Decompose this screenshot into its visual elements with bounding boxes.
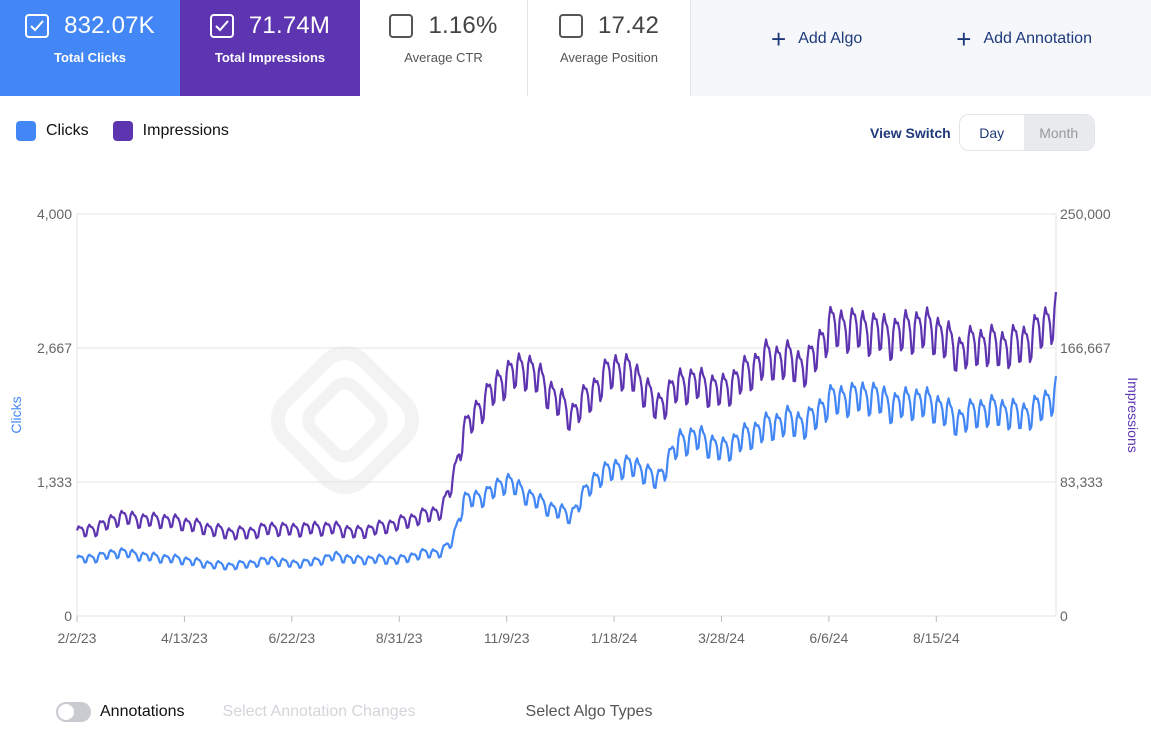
x-tick-label: 3/28/24: [698, 630, 745, 646]
right-tick-label: 0: [1060, 608, 1068, 624]
annotations-toggle[interactable]: [56, 702, 91, 722]
watermark-logo: [270, 345, 420, 495]
add-algo-label: Add Algo: [798, 30, 863, 47]
x-tick-label: 6/6/24: [809, 630, 848, 646]
left-tick-label: 4,000: [37, 206, 72, 222]
legend-label-impressions: Impressions: [142, 122, 229, 139]
checkbox-unchecked-icon[interactable]: [558, 14, 583, 38]
right-axis-title: Impressions: [1125, 377, 1141, 452]
add-annotation-button[interactable]: + Add Annotation: [956, 24, 1092, 54]
right-axis: 250,000 166,667 83,333 0: [1060, 206, 1111, 624]
legend-label-clicks: Clicks: [46, 122, 89, 139]
checkbox-unchecked-icon[interactable]: [389, 14, 414, 38]
select-annotation-changes[interactable]: Select Annotation Changes: [222, 703, 416, 720]
right-tick-label: 83,333: [1060, 474, 1103, 490]
x-tick-label: 11/9/23: [484, 630, 530, 646]
legend-item-clicks[interactable]: Clicks: [16, 121, 89, 141]
series-line-clicks: [76, 376, 1058, 571]
add-annotation-label: Add Annotation: [983, 30, 1092, 47]
plus-icon: +: [956, 24, 972, 54]
metric-average-position[interactable]: 17.42 Average Position: [528, 0, 691, 96]
metric-label: Total Impressions: [214, 50, 326, 65]
metric-label: Average Position: [559, 50, 659, 65]
metric-value: 71.74M: [248, 12, 331, 39]
left-tick-label: 2,667: [37, 340, 72, 356]
view-switch: View Switch Day Month: [870, 114, 1095, 151]
x-tick-label: 4/13/23: [161, 630, 208, 646]
right-tick-label: 250,000: [1060, 206, 1111, 222]
plus-icon: +: [771, 24, 787, 54]
x-tick-label: 2/2/23: [58, 630, 97, 646]
clicks-impressions-chart: 4,000 2,667 1,333 0 250,000 166,667 83,333 0 2…: [8, 206, 1141, 646]
checkbox-checked-icon[interactable]: [209, 14, 234, 38]
series-line-impressions: [75, 291, 1058, 541]
left-axis-title: Clicks: [8, 396, 24, 433]
left-tick-label: 1,333: [37, 474, 72, 490]
legend-swatch-clicks: [16, 121, 36, 141]
annotations-label: Annotations: [100, 703, 185, 720]
chart-legend: Clicks Impressions: [16, 121, 253, 141]
add-actions: + Add Algo + Add Annotation: [691, 0, 1151, 96]
chart-footer: Annotations Select Annotation Changes Se…: [56, 702, 652, 722]
metric-total-clicks[interactable]: 832.07K Total Clicks: [0, 0, 180, 96]
legend-item-impressions[interactable]: Impressions: [112, 121, 229, 141]
left-tick-label: 0: [64, 608, 72, 624]
x-tick-label: 8/31/23: [376, 630, 423, 646]
metric-average-ctr[interactable]: 1.16% Average CTR: [360, 0, 528, 96]
select-algo-types[interactable]: Select Algo Types: [525, 703, 653, 720]
metric-label: Average CTR: [404, 50, 483, 65]
metric-total-impressions[interactable]: 71.74M Total Impressions: [180, 0, 360, 96]
view-day-button[interactable]: Day: [959, 115, 1024, 150]
x-tick-label: 8/15/24: [913, 630, 960, 646]
metric-value: 17.42: [597, 12, 660, 39]
left-axis: 4,000 2,667 1,333 0: [37, 206, 72, 624]
x-tick-label: 1/18/24: [591, 630, 638, 646]
series-layer: [75, 291, 1058, 571]
metric-value: 1.16%: [428, 12, 498, 39]
metric-label: Total Clicks: [53, 50, 126, 65]
toggle-knob: [58, 704, 74, 720]
x-tick-label: 6/22/23: [268, 630, 315, 646]
checkbox-checked-icon[interactable]: [25, 14, 50, 38]
view-switch-label: View Switch: [870, 124, 951, 141]
add-algo-button[interactable]: + Add Algo: [771, 24, 863, 54]
x-axis: 2/2/23 4/13/23 6/22/23 8/31/23 11/9/23 1/18/2…: [58, 616, 960, 646]
view-toggle-group: Day Month: [958, 114, 1095, 151]
view-month-button[interactable]: Month: [1023, 115, 1094, 150]
metrics-bar: 832.07K Total Clicks 71.74M Total Impres…: [0, 0, 1151, 96]
metric-value: 832.07K: [64, 12, 155, 39]
chart-grid: [76, 213, 1057, 617]
legend-swatch-impressions: [112, 121, 133, 141]
right-tick-label: 166,667: [1060, 340, 1111, 356]
